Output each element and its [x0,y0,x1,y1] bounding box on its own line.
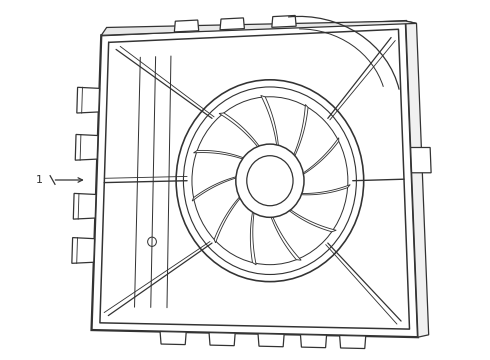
Polygon shape [258,334,284,347]
Polygon shape [406,21,429,337]
Polygon shape [75,134,98,160]
Polygon shape [77,87,99,113]
Ellipse shape [247,156,293,206]
Polygon shape [174,20,199,32]
Polygon shape [214,191,245,243]
Ellipse shape [176,80,364,282]
Polygon shape [296,138,339,178]
Polygon shape [192,175,244,201]
Polygon shape [261,95,279,154]
Polygon shape [209,333,235,346]
Polygon shape [340,336,366,348]
Polygon shape [283,205,336,232]
Polygon shape [250,204,256,265]
Text: 1: 1 [36,175,43,185]
Polygon shape [160,332,186,345]
Polygon shape [101,21,416,35]
Polygon shape [411,148,431,173]
Polygon shape [220,18,245,30]
Polygon shape [269,210,301,260]
Polygon shape [219,113,264,153]
Ellipse shape [236,144,304,217]
Polygon shape [294,185,350,195]
Polygon shape [272,15,296,27]
Polygon shape [72,238,95,263]
Polygon shape [290,104,308,163]
Polygon shape [300,334,326,348]
Polygon shape [74,193,96,219]
Polygon shape [194,150,251,161]
Polygon shape [92,21,418,337]
